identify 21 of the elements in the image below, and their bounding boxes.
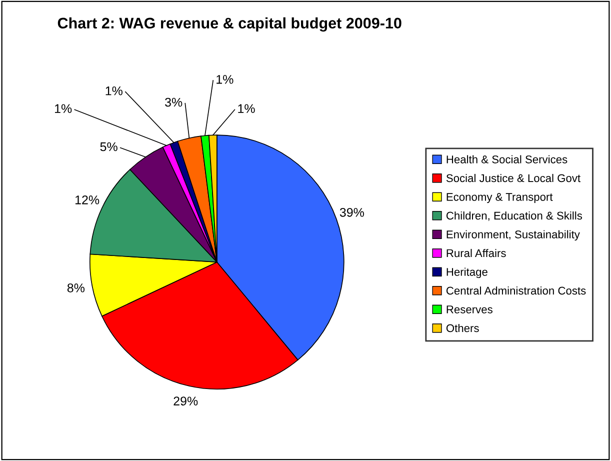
data-label: 8% <box>67 283 85 292</box>
data-label: 1% <box>238 104 255 113</box>
legend-label: Reserves <box>446 306 492 314</box>
data-label: 5% <box>100 142 118 152</box>
data-label: 39% <box>340 208 364 217</box>
data-label: 3% <box>165 98 182 107</box>
legend-label: Others <box>446 324 479 332</box>
legend-label: Environment, Sustainability <box>446 230 580 241</box>
legend-label: Health & Social Services <box>446 155 568 164</box>
legend-label: Central Administration Costs <box>446 286 586 295</box>
legend-label: Heritage <box>446 268 488 278</box>
legend-label: Social Justice & Local Govt <box>446 174 580 182</box>
legend-label: Rural Affairs <box>446 248 506 258</box>
data-label: 29% <box>174 396 198 406</box>
data-label: 12% <box>75 195 100 204</box>
data-label: 1% <box>216 75 234 84</box>
data-label: 1% <box>106 86 122 96</box>
legend-label: Economy & Transport <box>446 193 553 204</box>
chart-title: Chart 2: WAG revenue & capital budget 2009-10 <box>58 17 402 32</box>
legend-label: Children, Education & Skills <box>446 211 582 221</box>
data-label: 1% <box>55 104 72 113</box>
